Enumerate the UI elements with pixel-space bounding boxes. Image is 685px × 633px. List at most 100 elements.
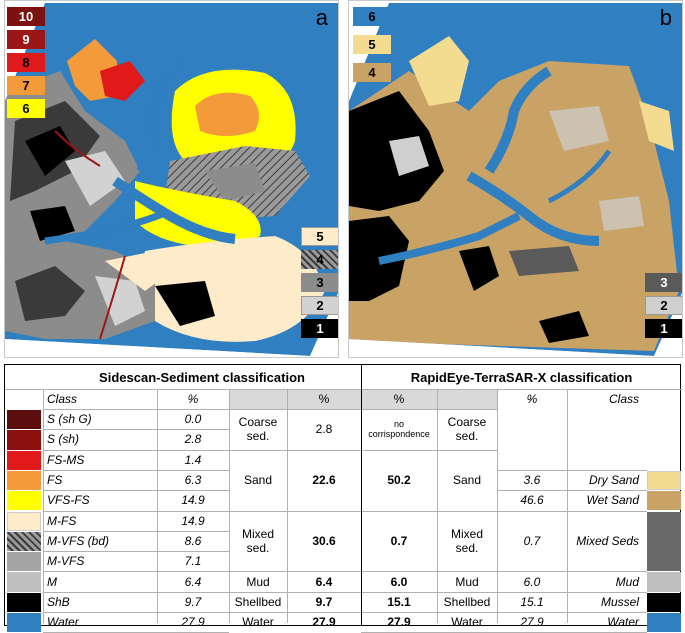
panel-letter-a: a xyxy=(315,5,328,30)
class-pct: 9.7 xyxy=(184,594,202,609)
class-name: S (sh) xyxy=(47,432,80,447)
legend-swatch-2: 2 xyxy=(645,296,682,315)
group-pct: 6.4 xyxy=(315,574,333,589)
class-swatch xyxy=(7,470,41,491)
legend-swatch-4: 4 xyxy=(353,63,391,82)
class-swatch xyxy=(7,491,41,511)
group-pct: 9.7 xyxy=(315,594,333,609)
rapideye-class: Dry Sand xyxy=(588,473,639,488)
class-pct: 27.9 xyxy=(181,615,205,630)
class-pct: 7.1 xyxy=(184,554,202,569)
group-re-name: Mixed sed. xyxy=(450,526,483,555)
legend-swatch-4: 4 xyxy=(301,250,338,269)
legend-swatch-1: 1 xyxy=(301,319,338,338)
legend-swatch-6: 6 xyxy=(353,7,391,26)
table-rule xyxy=(229,612,497,613)
class-name: M-VFS (bd) xyxy=(47,533,110,548)
table-rule xyxy=(229,449,497,451)
header-re-bg xyxy=(437,389,497,409)
table-divider xyxy=(361,365,362,625)
classification-map-b xyxy=(349,3,682,356)
table-rule xyxy=(43,551,229,553)
class-swatch xyxy=(7,592,41,612)
table-rule xyxy=(43,429,229,431)
rapideye-swatch xyxy=(647,592,681,612)
table-rule xyxy=(229,389,230,623)
legend-swatch-8: 8 xyxy=(7,53,45,72)
table-rule xyxy=(43,469,229,471)
panel-letter-b: b xyxy=(659,5,672,30)
rapideye-swatch xyxy=(647,613,681,633)
rapideye-class: Mud xyxy=(615,574,639,589)
class-pct: 6.4 xyxy=(184,574,202,589)
class-pct: 2.8 xyxy=(184,432,202,447)
group-re-name: Coarse sed. xyxy=(447,415,487,444)
legend-swatch-3: 3 xyxy=(645,273,682,292)
class-pct: 14.9 xyxy=(181,513,205,528)
legend-swatch-1: 1 xyxy=(645,319,682,338)
table-rule xyxy=(229,409,497,410)
legend-swatch-2: 2 xyxy=(301,296,338,315)
group-pct: 22.6 xyxy=(312,473,336,488)
group-pct: 30.6 xyxy=(312,533,336,548)
table-rule xyxy=(567,389,568,623)
table-rule xyxy=(43,409,229,410)
group-pct: 27.9 xyxy=(312,615,336,630)
header-pct: % xyxy=(187,392,199,406)
rapideye-pct: 3.6 xyxy=(523,473,541,488)
group-name: Coarse sed. xyxy=(238,415,278,444)
sediment-map-a xyxy=(5,3,338,356)
table-rule xyxy=(43,571,229,573)
group-re-name: Water xyxy=(451,615,483,630)
class-swatch xyxy=(7,410,41,430)
legend-swatch-9: 9 xyxy=(7,30,45,49)
header-class: Class xyxy=(47,392,78,406)
group-re-pct: no corrispondence xyxy=(368,419,430,440)
class-name: Water xyxy=(47,615,79,630)
class-swatch xyxy=(7,613,41,633)
table-rule xyxy=(43,510,229,512)
table-title-rapideye: RapidEye-TerraSAR-X classification xyxy=(410,369,633,385)
rapideye-pct: 6.0 xyxy=(523,574,541,589)
group-re-pct: 6.0 xyxy=(390,574,408,589)
table-rule xyxy=(43,449,229,451)
class-name: M-VFS xyxy=(47,554,85,569)
table-rule xyxy=(157,389,158,623)
table-rule xyxy=(43,530,229,532)
table-rule xyxy=(43,612,229,613)
table-rule xyxy=(43,591,229,593)
rapideye-pct: 46.6 xyxy=(520,493,544,508)
header-re-pct: % xyxy=(361,389,437,409)
table-rule xyxy=(497,389,498,623)
legend-swatch-5: 5 xyxy=(353,35,391,54)
table-rule xyxy=(229,510,497,512)
class-pct: 8.6 xyxy=(184,533,202,548)
table-rule xyxy=(229,571,497,573)
class-swatch xyxy=(7,552,41,572)
table-title-sidescan: Sidescan-Sediment classification xyxy=(99,369,305,385)
table-rule xyxy=(287,389,288,623)
group-re-name: Mud xyxy=(455,574,479,589)
map-panel-b: b 6 5 4 3 2 1 xyxy=(348,0,683,358)
header-re-class: Class xyxy=(608,392,639,406)
header-re-pct2: % xyxy=(526,392,538,406)
class-name: FS-MS xyxy=(47,452,85,467)
legend-swatch-3: 3 xyxy=(301,273,338,292)
rapideye-pct: 0.7 xyxy=(523,533,541,548)
class-pct: 6.3 xyxy=(184,473,202,488)
rapideye-pct: 15.1 xyxy=(520,594,544,609)
group-name: Mixed sed. xyxy=(241,526,274,555)
group-pct: 2.8 xyxy=(315,422,333,437)
rapideye-class: Wet Sand xyxy=(586,493,639,508)
class-pct: 14.9 xyxy=(181,493,205,508)
rapideye-class: Mussel xyxy=(600,594,639,609)
class-swatch xyxy=(7,572,41,592)
legend-swatch-10: 10 xyxy=(7,7,45,26)
class-name: M-FS xyxy=(47,513,77,528)
class-swatch xyxy=(7,511,41,531)
group-re-name: Shellbed xyxy=(443,594,491,609)
table-rule xyxy=(43,389,44,623)
table-rule xyxy=(437,389,438,623)
classification-table: Sidescan-Sediment classification RapidEy… xyxy=(4,364,682,633)
group-name: Shellbed xyxy=(234,594,282,609)
